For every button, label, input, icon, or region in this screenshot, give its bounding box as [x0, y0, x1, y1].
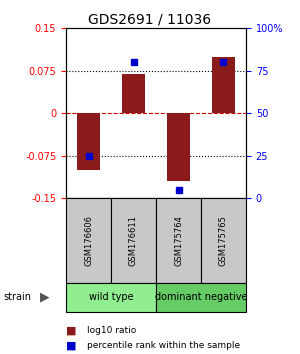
Text: GSM175764: GSM175764: [174, 215, 183, 266]
Bar: [122, 74, 145, 113]
Bar: [156, 198, 201, 283]
Text: percentile rank within the sample: percentile rank within the sample: [87, 341, 240, 350]
Bar: [167, 113, 190, 181]
Bar: [156, 283, 246, 312]
Text: ▶: ▶: [40, 291, 50, 304]
Bar: [77, 113, 100, 170]
Text: GSM175765: GSM175765: [219, 215, 228, 266]
Bar: [201, 198, 246, 283]
Text: GSM176611: GSM176611: [129, 215, 138, 266]
Text: dominant negative: dominant negative: [155, 292, 247, 302]
Bar: [111, 198, 156, 283]
Text: ■: ■: [66, 326, 76, 336]
Text: GDS2691 / 11036: GDS2691 / 11036: [88, 12, 212, 27]
Bar: [212, 57, 235, 113]
Bar: [66, 283, 156, 312]
Text: ■: ■: [66, 340, 76, 350]
Text: log10 ratio: log10 ratio: [87, 326, 136, 336]
Text: wild type: wild type: [89, 292, 133, 302]
Bar: [66, 198, 111, 283]
Text: GSM176606: GSM176606: [84, 215, 93, 266]
Text: strain: strain: [3, 292, 31, 302]
